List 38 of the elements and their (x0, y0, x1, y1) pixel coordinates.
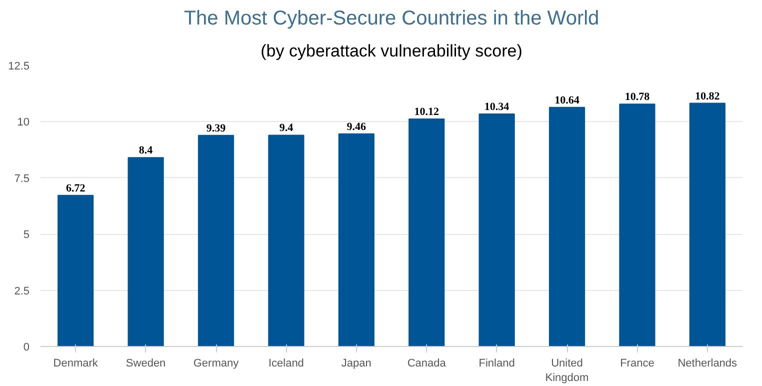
data-label: 9.39 (206, 122, 226, 134)
bar (58, 194, 94, 346)
bar (268, 134, 304, 346)
y-tick-label: 10 (17, 116, 30, 129)
x-tick-label: Iceland (268, 358, 304, 370)
y-tick-label: 7.5 (14, 172, 30, 185)
bar (408, 118, 445, 346)
data-label: 8.4 (138, 144, 154, 157)
data-label: 10.12 (414, 106, 440, 118)
x-tick-label: Finland (478, 358, 515, 370)
x-tick-label: Germany (193, 358, 240, 370)
x-tick-label: Netherlands (678, 358, 738, 370)
data-label: 10.82 (695, 90, 720, 102)
x-tick-label: France (620, 358, 654, 370)
x-tick-label: United Kingdom (545, 358, 589, 384)
x-tick-label: Sweden (126, 358, 166, 370)
bar (198, 134, 234, 346)
chart-subtitle: (by cyberattack vulnerability score) (260, 42, 522, 60)
bar (338, 133, 374, 346)
data-label: 10.78 (624, 91, 650, 104)
x-tick-label: Japan (341, 358, 372, 370)
x-tick-label: Canada (407, 358, 447, 370)
y-tick-label: 2.5 (14, 285, 30, 298)
data-label: 10.64 (554, 94, 580, 106)
bar (619, 104, 656, 346)
data-label: 9.4 (279, 122, 294, 134)
y-tick-label: 0 (23, 342, 30, 354)
bar (689, 102, 726, 346)
bar (548, 106, 586, 346)
data-label: 9.46 (346, 120, 367, 133)
data-label: 6.72 (66, 182, 86, 194)
y-tick-label: 12.5 (8, 60, 30, 72)
chart-title: The Most Cyber-Secure Countries in the World (184, 8, 600, 30)
y-tick-label: 5 (23, 229, 30, 242)
bar (128, 157, 164, 346)
data-label: 10.34 (484, 101, 510, 114)
x-tick-label: Denmark (53, 358, 98, 370)
bar (478, 114, 515, 346)
